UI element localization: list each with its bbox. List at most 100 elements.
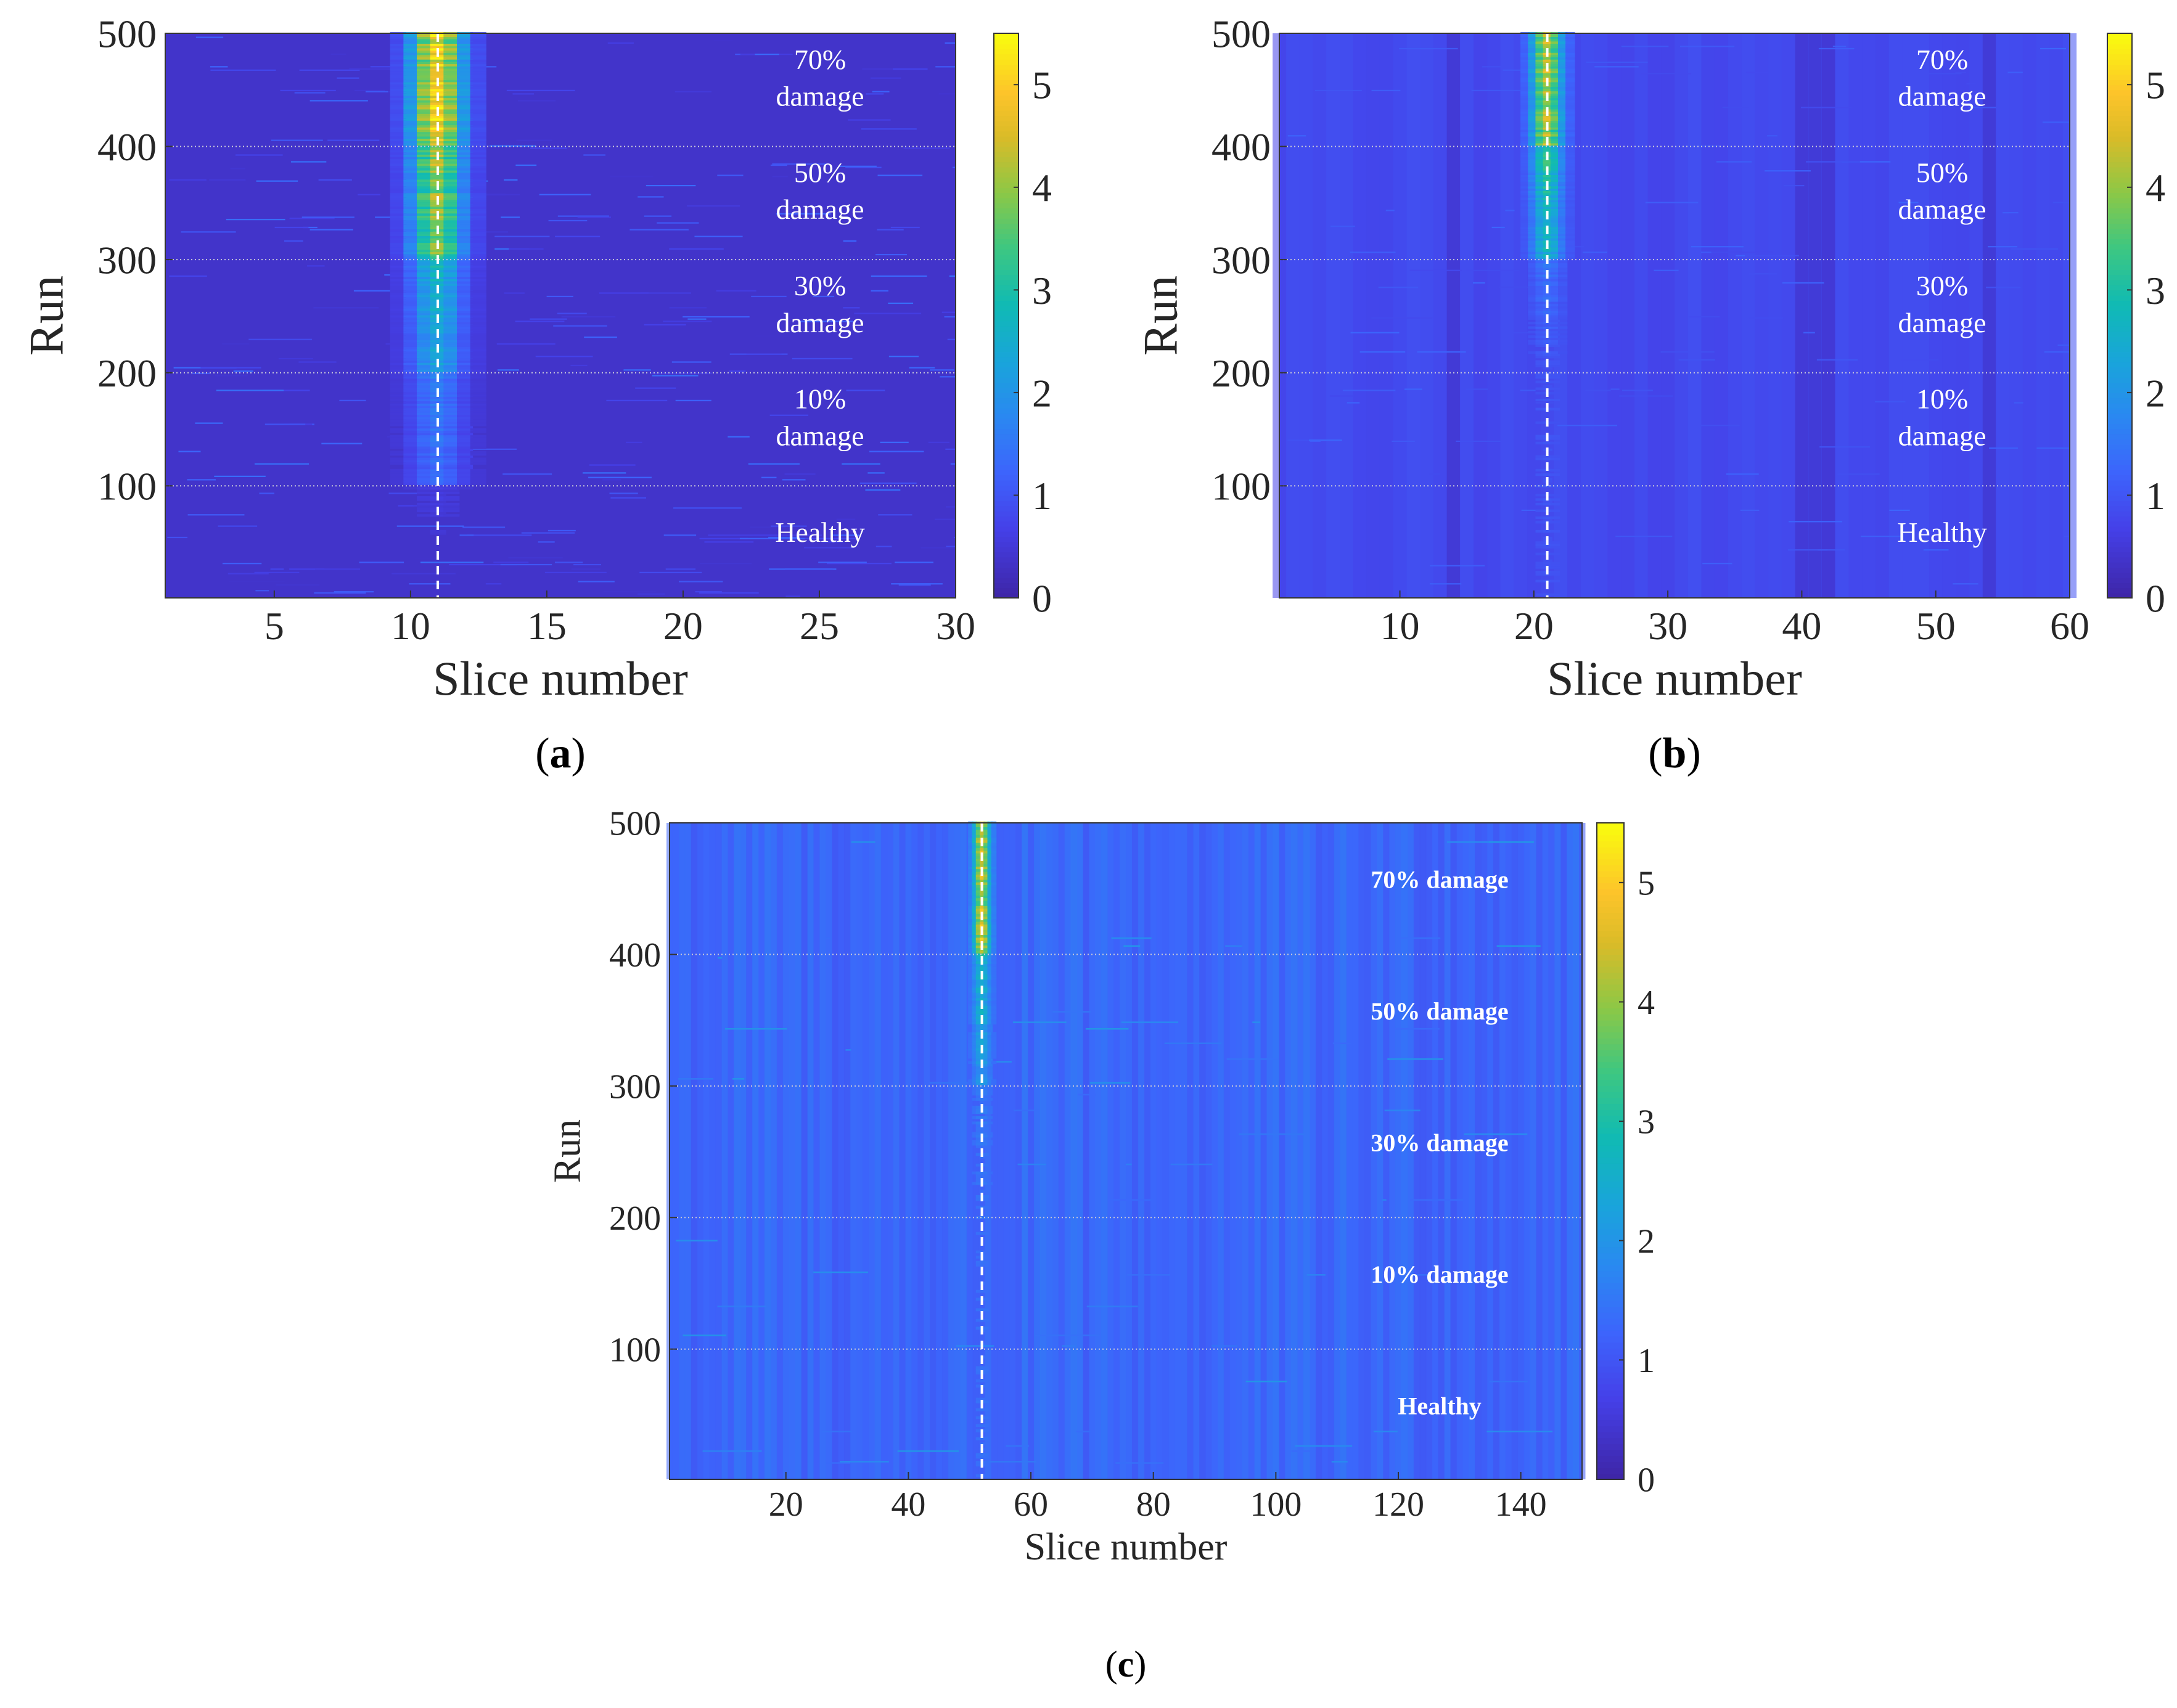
- damage-slice-cell: [403, 34, 420, 37]
- damage-slice-cell: [968, 1079, 974, 1082]
- damage-slice-cell: [457, 251, 474, 255]
- damage-slice-cell: [417, 143, 433, 146]
- damage-slice-cell: [443, 245, 460, 248]
- damage-slice-cell: [470, 163, 486, 166]
- damage-slice-cell: [430, 279, 446, 282]
- damage-slice-cell: [470, 104, 486, 107]
- heatmap-streak: [584, 336, 617, 338]
- damage-slice-cell: [983, 1463, 989, 1467]
- damage-slice-cell: [1565, 186, 1575, 189]
- damage-slice-cell: [983, 832, 989, 835]
- damage-slice-cell: [403, 423, 420, 427]
- damage-slice-cell: [980, 1084, 985, 1088]
- damage-slice-cell: [983, 874, 989, 877]
- region-label: 30% damage: [1898, 270, 1986, 338]
- damage-slice-cell: [390, 423, 406, 427]
- heatmap-column-band: [1594, 33, 1608, 598]
- damage-slice-cell: [443, 95, 460, 99]
- damage-slice-cell: [443, 496, 460, 499]
- damage-slice-cell: [1557, 283, 1568, 286]
- damage-slice-cell: [443, 235, 460, 239]
- damage-slice-cell: [975, 1171, 982, 1175]
- damage-slice-cell: [1557, 290, 1568, 293]
- colorbar-segment: [1597, 936, 1624, 943]
- colorbar-segment: [2107, 38, 2132, 44]
- heatmap-column-band: [2036, 33, 2050, 598]
- damage-slice-cell: [1557, 81, 1568, 85]
- heatmap-streak: [669, 307, 707, 309]
- colorbar-tick-label: 1: [1032, 474, 1052, 518]
- damage-slice-cell: [417, 158, 433, 161]
- damage-slice-cell: [1535, 197, 1545, 200]
- heatmap-streak: [673, 507, 742, 509]
- colorbar-segment: [994, 552, 1019, 558]
- damage-slice-cell: [980, 1071, 985, 1075]
- damage-slice-cell: [987, 835, 993, 838]
- heatmap-streak: [286, 94, 326, 96]
- damage-slice-cell: [403, 281, 420, 284]
- heatmap-streak: [663, 321, 712, 322]
- damage-slice-cell: [403, 231, 420, 234]
- damage-slice-cell: [1528, 39, 1538, 42]
- colorbar-segment: [2107, 43, 2132, 49]
- damage-slice-cell: [457, 478, 474, 481]
- damage-slice-cell: [1528, 213, 1538, 216]
- heatmap-column-band: [1634, 33, 1648, 598]
- damage-slice-cell: [443, 292, 460, 295]
- damage-slice-cell: [1550, 340, 1560, 343]
- damage-slice-cell: [1520, 86, 1530, 89]
- damage-slice-cell: [417, 437, 433, 440]
- colorbar-segment: [994, 392, 1019, 399]
- damage-slice-cell: [417, 471, 433, 474]
- damage-slice-cell: [430, 471, 446, 474]
- colorbar-segment: [1597, 984, 1624, 991]
- heatmap-column-band: [1741, 33, 1755, 598]
- damage-slice-cell: [980, 876, 985, 880]
- colorbar-segment: [2107, 248, 2132, 255]
- damage-slice-cell: [975, 1140, 982, 1143]
- damage-slice-cell: [975, 1034, 982, 1038]
- damage-slice-cell: [1528, 238, 1538, 241]
- damage-slice-cell: [470, 430, 486, 433]
- colorbar-segment: [1597, 1085, 1624, 1092]
- heatmap-dark-slice: [1795, 33, 1808, 598]
- damage-slice-cell: [968, 868, 974, 872]
- damage-slice-cell: [975, 921, 982, 925]
- damage-slice-cell: [972, 1076, 977, 1080]
- damage-slice-cell: [430, 532, 446, 535]
- heatmap-streak: [1953, 583, 1978, 585]
- colorbar-segment: [2107, 254, 2132, 260]
- heatmap-column-band: [1536, 823, 1543, 1479]
- damage-slice-cell: [443, 482, 460, 485]
- heatmap-streak: [1583, 251, 1608, 253]
- damage-slice-cell: [457, 229, 474, 232]
- colorbar-segment: [994, 387, 1019, 393]
- damage-slice-cell: [983, 1474, 989, 1477]
- damage-slice-cell: [390, 125, 406, 128]
- damage-slice-cell: [390, 371, 406, 375]
- heatmap-column-band: [721, 823, 728, 1479]
- colorbar-segment: [1597, 954, 1624, 961]
- damage-slice-cell: [1520, 131, 1530, 134]
- damage-slice-cell: [417, 165, 433, 168]
- colorbar-segment: [994, 402, 1019, 409]
- damage-slice-cell: [1535, 131, 1545, 134]
- damage-slice-cell: [417, 337, 433, 340]
- damage-slice-cell: [1535, 494, 1545, 497]
- damage-slice-cell: [983, 1079, 989, 1082]
- damage-slice-cell: [457, 256, 474, 259]
- damage-slice-cell: [417, 430, 433, 433]
- damage-slice-cell: [430, 120, 446, 123]
- heatmap-column-band: [985, 823, 992, 1479]
- damage-slice-cell: [443, 346, 460, 349]
- x-tick-label: 15: [527, 604, 567, 648]
- damage-slice-cell: [1535, 184, 1545, 187]
- damage-slice-cell: [1557, 47, 1568, 51]
- damage-slice-cell: [1550, 211, 1560, 214]
- damage-slice-cell: [457, 242, 474, 245]
- damage-slice-cell: [1550, 93, 1560, 96]
- heatmap-streak: [746, 353, 782, 355]
- damage-slice-cell: [1535, 138, 1545, 141]
- damage-slice-cell: [1557, 340, 1568, 343]
